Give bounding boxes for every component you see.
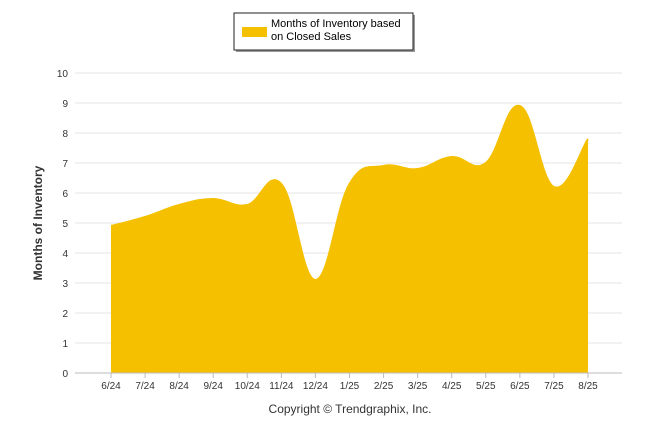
legend-label-line-1: Months of Inventory based xyxy=(271,18,401,30)
x-tick-label: 6/25 xyxy=(510,381,530,392)
y-tick-label: 5 xyxy=(62,219,68,230)
y-tick-label: 4 xyxy=(62,249,68,260)
x-tick-label: 7/24 xyxy=(135,381,155,392)
x-tick-label: 5/25 xyxy=(476,381,496,392)
data-point[interactable] xyxy=(209,195,217,203)
x-tick-label: 3/25 xyxy=(408,381,428,392)
data-point[interactable] xyxy=(380,162,388,170)
x-tick-label: 6/24 xyxy=(101,381,121,392)
legend-label-line-2: on Closed Sales xyxy=(271,31,352,43)
y-tick-label: 7 xyxy=(62,159,68,170)
area-series-fill[interactable] xyxy=(111,105,588,373)
x-tick-label: 2/25 xyxy=(374,381,394,392)
data-point[interactable] xyxy=(448,153,456,161)
copyright-credit: Copyright © Trendgraphix, Inc. xyxy=(269,402,432,416)
y-tick-label: 2 xyxy=(62,309,68,320)
x-tick-label: 12/24 xyxy=(303,381,328,392)
x-tick-label: 11/24 xyxy=(269,381,294,392)
data-point[interactable] xyxy=(311,276,319,284)
x-tick-label: 7/25 xyxy=(544,381,564,392)
data-point[interactable] xyxy=(482,159,490,167)
data-point[interactable] xyxy=(175,201,183,209)
y-tick-label: 0 xyxy=(62,369,68,380)
legend-swatch xyxy=(242,27,267,37)
legend[interactable]: Months of Inventory based on Closed Sale… xyxy=(233,12,415,52)
data-point[interactable] xyxy=(141,213,149,221)
data-point[interactable] xyxy=(243,201,251,209)
x-tick-label: 4/25 xyxy=(442,381,462,392)
data-point[interactable] xyxy=(584,135,592,143)
y-tick-label: 9 xyxy=(62,99,68,110)
x-tick-label: 8/24 xyxy=(169,381,189,392)
x-tick-label: 10/24 xyxy=(235,381,260,392)
data-point[interactable] xyxy=(277,180,285,188)
y-axis-title: Months of Inventory xyxy=(31,165,45,280)
y-tick-label: 3 xyxy=(62,279,68,290)
y-tick-label: 8 xyxy=(62,129,68,140)
y-axis-tick-labels: 0 1 2 3 4 5 6 7 8 9 10 xyxy=(57,69,69,380)
area-series-line xyxy=(110,104,589,282)
data-point[interactable] xyxy=(516,102,524,110)
x-tick-label: 1/25 xyxy=(340,381,360,392)
x-tick-label: 8/25 xyxy=(578,381,598,392)
data-point[interactable] xyxy=(107,222,115,230)
y-tick-label: 1 xyxy=(62,339,68,350)
data-point[interactable] xyxy=(550,183,558,191)
y-tick-label: 10 xyxy=(57,69,69,80)
y-tick-label: 6 xyxy=(62,189,68,200)
data-point[interactable] xyxy=(346,180,354,188)
x-tick-label: 9/24 xyxy=(203,381,223,392)
data-point[interactable] xyxy=(414,165,422,173)
x-axis-tick-labels: 6/24 7/24 8/24 9/24 10/24 11/24 12/24 1/25 2/25 3… xyxy=(101,373,598,392)
plot-area xyxy=(107,102,592,373)
